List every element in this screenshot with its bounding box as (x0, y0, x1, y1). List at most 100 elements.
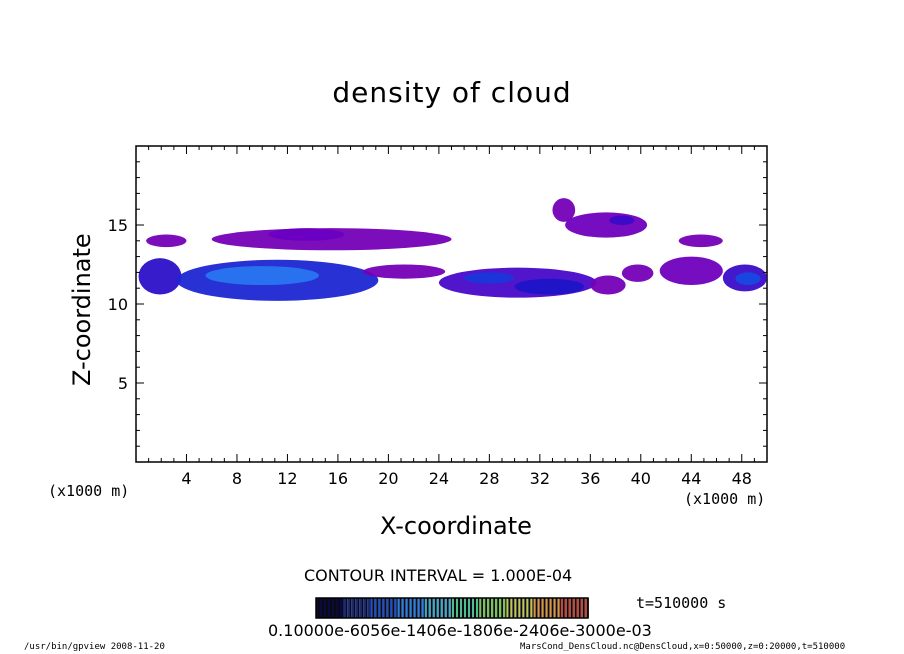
colorbar-cell (524, 598, 527, 618)
time-label: t=510000 s (636, 594, 727, 612)
x-tick-label: 40 (631, 469, 651, 488)
colorbar-cell (359, 598, 362, 618)
footer-left: /usr/bin/gpview 2008-11-20 (24, 642, 165, 652)
colorbar-cell (456, 598, 458, 618)
cloud-region (552, 198, 576, 222)
colorbar-cell (578, 598, 581, 618)
colorbar-cell (365, 598, 368, 618)
cloud-region (146, 234, 187, 248)
cloud-region (621, 264, 654, 282)
colorbar-cell (322, 598, 324, 618)
colorbar-cell (499, 598, 502, 618)
colorbar-cell (468, 598, 470, 618)
colorbar-cell (326, 598, 328, 618)
colorbar-cell (430, 598, 433, 618)
colorbar-cell (378, 598, 381, 618)
cloud-region (268, 228, 345, 241)
colorbar-cell (403, 598, 406, 618)
colorbar-cell (562, 598, 565, 618)
colorbar-cell (555, 598, 558, 618)
colorbar-cell (539, 598, 542, 618)
colorbar-cell (426, 598, 429, 618)
colorbar-cell (394, 598, 397, 618)
colorbar-cell (355, 598, 358, 618)
x-tick-label: 28 (479, 469, 499, 488)
y-tick-label: 5 (118, 374, 128, 393)
cloud-region (735, 272, 761, 286)
colorbar-cell (370, 598, 373, 618)
colorbar-cell (392, 598, 395, 618)
cloud-region (205, 266, 319, 286)
colorbar-cell (462, 598, 464, 618)
colorbar-cell (399, 598, 402, 618)
colorbar-cell (574, 598, 577, 618)
colorbar-cell (442, 598, 445, 618)
colorbar-cell (572, 598, 575, 618)
colorbar-cell (440, 598, 443, 618)
colorbar-cell (367, 598, 370, 618)
colorbar-cell (533, 598, 536, 618)
colorbar-cell (345, 598, 348, 618)
colorbar-cell (568, 598, 571, 618)
colorbar-cell (493, 598, 496, 618)
colorbar-cell (444, 598, 447, 618)
colorbar-cell (324, 598, 326, 618)
colorbar-cell (506, 598, 509, 618)
colorbar-cell (458, 598, 460, 618)
colorbar-cell (489, 598, 492, 618)
cloud-region (464, 272, 515, 284)
colorbar-cell (388, 598, 391, 618)
colorbar-cell (541, 598, 544, 618)
colorbar-cell (320, 598, 322, 618)
colorbar-cell (417, 598, 420, 618)
colorbar-cell (332, 598, 334, 618)
colorbar-cell (349, 598, 352, 618)
colorbar-cell (535, 598, 538, 618)
colorbar-cell (543, 598, 546, 618)
colorbar-cell (407, 598, 410, 618)
colorbar-cell (450, 598, 453, 618)
colorbar-cell (551, 598, 554, 618)
colorbar-cell (491, 598, 494, 618)
colorbar-cell (460, 598, 462, 618)
colorbar-cell (347, 598, 350, 618)
colorbar-cell (508, 598, 511, 618)
cloud-field (138, 198, 767, 301)
colorbar-cell (438, 598, 441, 618)
colorbar-cell (340, 598, 342, 618)
colorbar-cell (369, 598, 372, 618)
colorbar-cell (384, 598, 387, 618)
x-tick-label: 12 (277, 469, 297, 488)
cloud-region (590, 275, 626, 295)
colorbar-cell (476, 598, 478, 618)
colorbar-cell (361, 598, 364, 618)
colorbar-cell (363, 598, 366, 618)
colorbar-cell (353, 598, 356, 618)
x-tick-label: 20 (378, 469, 398, 488)
colorbar-cell (545, 598, 548, 618)
cloud-region (514, 278, 585, 295)
colorbar-cell (386, 598, 389, 618)
colorbar-cell (512, 598, 515, 618)
x-axis-label: X-coordinate (380, 512, 532, 540)
colorbar-cell (409, 598, 412, 618)
x-tick-label: 48 (732, 469, 752, 488)
colorbar-cell (424, 598, 427, 618)
colorbar-cell (316, 598, 318, 618)
x-tick-label: 24 (429, 469, 449, 488)
cloud-region (565, 212, 648, 238)
colorbar-cell (516, 598, 519, 618)
colorbar-cell (557, 598, 560, 618)
colorbar-cell (415, 598, 418, 618)
cloud-region (363, 264, 446, 279)
colorbar-cell (483, 598, 486, 618)
colorbar-cell (390, 598, 393, 618)
colorbar-cell (481, 598, 484, 618)
x-tick-label: 32 (530, 469, 550, 488)
colorbar-cell (472, 598, 474, 618)
y-axis-label: Z-coordinate (68, 233, 96, 386)
colorbar-cell (380, 598, 383, 618)
cloud-region (138, 258, 182, 295)
colorbar-cell (497, 598, 500, 618)
colorbar-cell (560, 598, 563, 618)
